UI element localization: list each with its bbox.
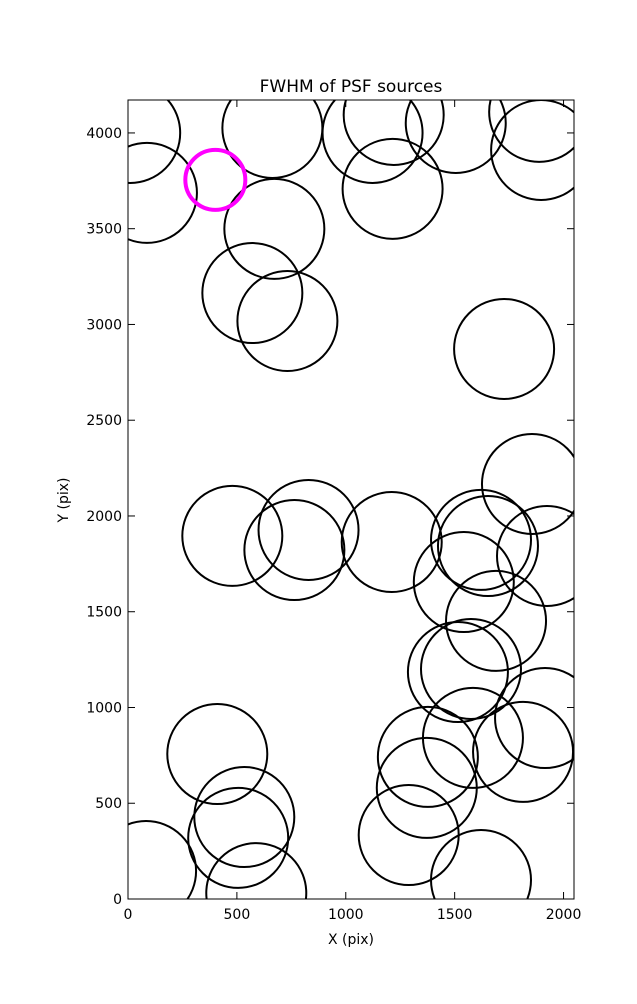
source-circle	[257, 478, 360, 581]
y-tick-label: 3500	[86, 222, 122, 238]
source-circle	[445, 569, 548, 672]
source-circle	[193, 766, 296, 869]
source-circle	[128, 141, 198, 244]
source-circle	[412, 531, 515, 634]
source-circle	[340, 491, 443, 594]
highlight-circle	[183, 147, 248, 212]
source-circle	[406, 621, 509, 724]
source-circle	[166, 703, 269, 806]
x-tick-label: 2000	[546, 907, 582, 923]
x-tick-label: 500	[224, 907, 251, 923]
y-tick-label: 3000	[86, 317, 122, 333]
source-circle	[472, 700, 574, 803]
y-tick-label: 2000	[86, 509, 122, 525]
source-circle	[494, 667, 574, 770]
source-circle	[341, 137, 444, 240]
source-circle	[187, 786, 290, 889]
x-axis-label: X (pix)	[328, 932, 374, 948]
y-axis-label: Y (pix)	[56, 478, 72, 524]
y-tick-label: 0	[113, 892, 122, 908]
x-tick-label: 0	[124, 907, 133, 923]
y-tick-label: 4000	[86, 126, 122, 142]
y-tick-label: 500	[95, 796, 122, 812]
source-circle	[453, 297, 556, 400]
source-circle	[404, 100, 507, 174]
source-circle	[236, 270, 339, 373]
source-circle	[128, 100, 182, 184]
source-circle	[419, 617, 522, 720]
source-circle	[376, 705, 479, 808]
chart-title: FWHM of PSF sources	[260, 77, 443, 97]
source-circle	[181, 484, 284, 587]
source-circle	[375, 736, 478, 839]
source-circle	[490, 100, 574, 201]
plot-area	[128, 100, 574, 899]
y-tick-label: 2500	[86, 413, 122, 429]
source-circle	[243, 499, 346, 602]
source-circle	[205, 842, 308, 899]
y-tick-label: 1500	[86, 605, 122, 621]
source-circle	[223, 177, 326, 280]
source-circle	[128, 820, 198, 899]
source-circle	[342, 100, 445, 166]
source-circle	[480, 433, 574, 535]
x-tick-label: 1500	[437, 907, 473, 923]
axes-frame	[127, 99, 575, 900]
source-circle	[488, 100, 574, 163]
source-circle	[430, 488, 533, 591]
source-circle	[321, 100, 424, 184]
y-tick-label: 1000	[86, 700, 122, 716]
source-circle	[496, 505, 574, 607]
source-circle	[430, 829, 532, 899]
x-tick-label: 1000	[328, 907, 364, 923]
source-circle	[436, 495, 539, 598]
source-circle	[201, 242, 304, 345]
